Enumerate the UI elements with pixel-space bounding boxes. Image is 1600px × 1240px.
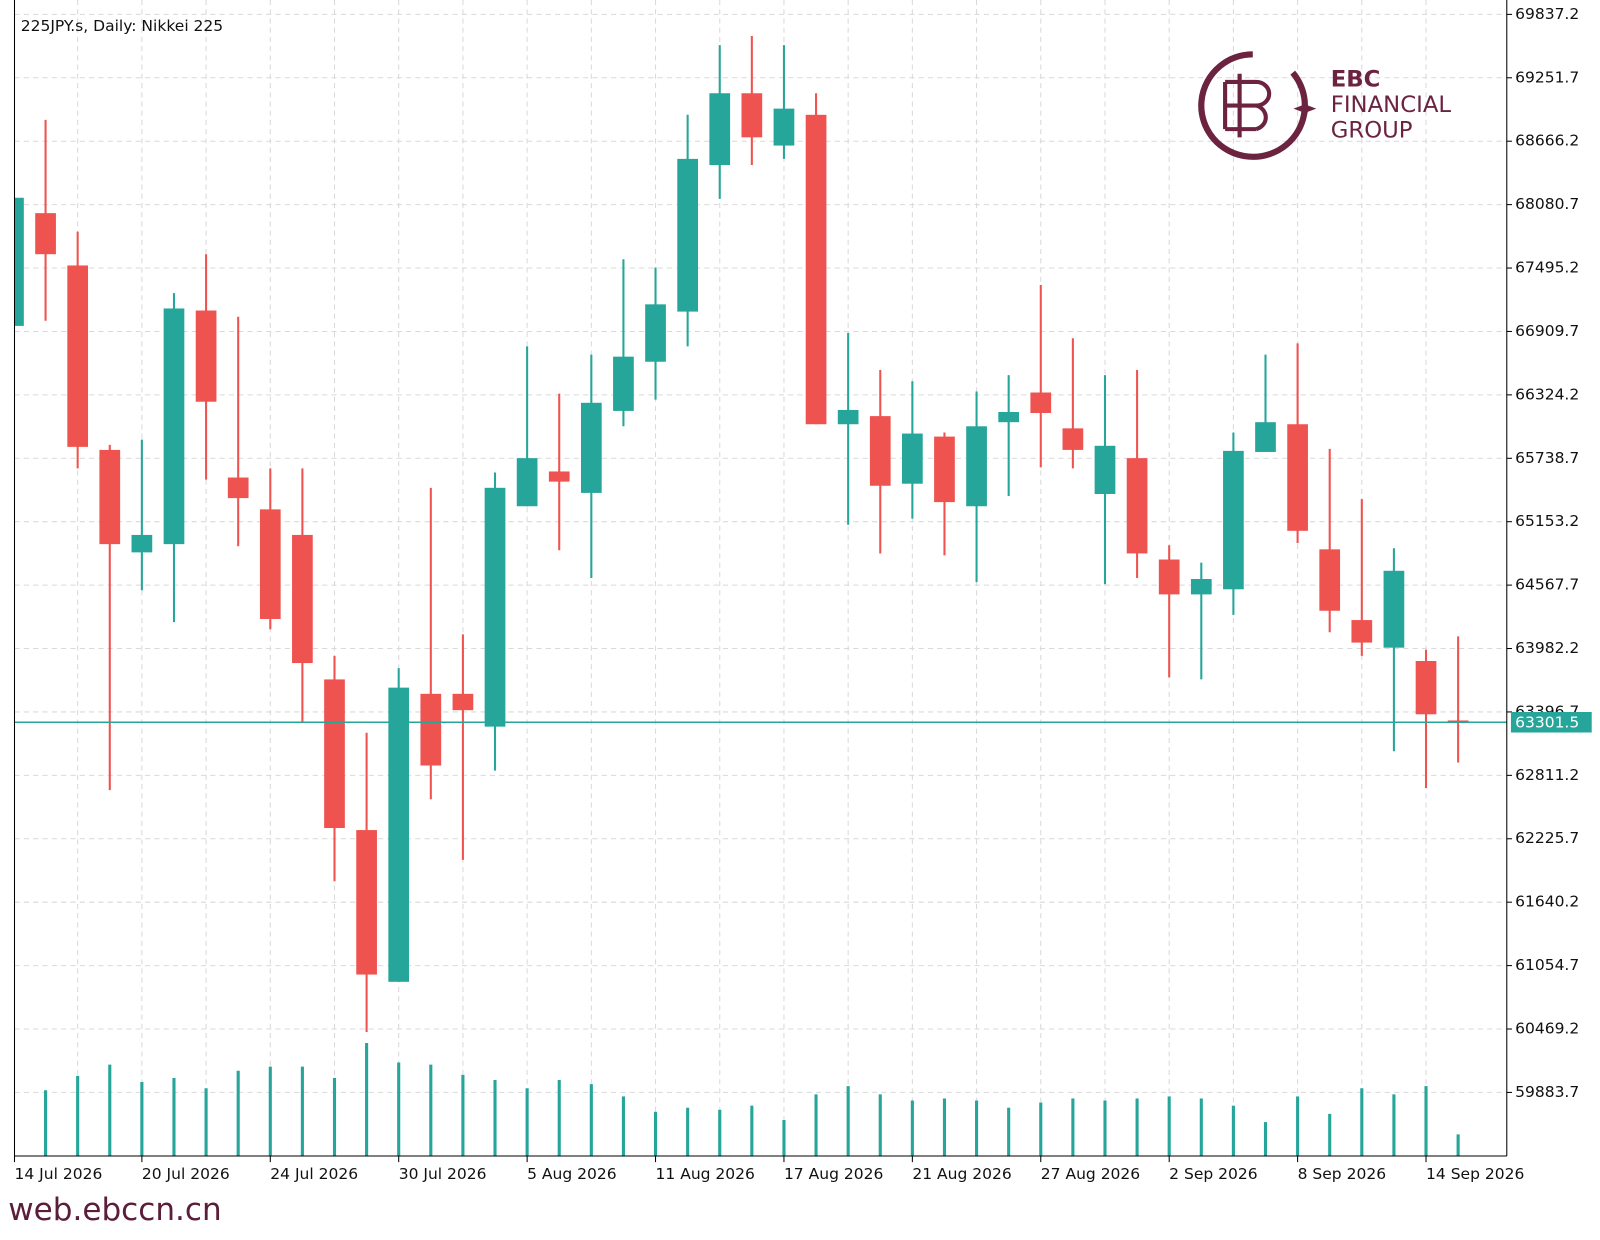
candle-body	[1351, 620, 1373, 643]
last-price-label: 63301.5	[1515, 714, 1579, 732]
candle-body	[1126, 458, 1148, 554]
y-tick-label: 63982.2	[1515, 639, 1579, 657]
candle-body	[1223, 450, 1244, 590]
x-tick-label: 21 Aug 2026	[912, 1165, 1011, 1183]
candle-body	[1158, 559, 1180, 595]
y-tick-label: 66909.7	[1515, 322, 1579, 340]
y-tick-label: 68080.7	[1515, 195, 1579, 213]
candle-body	[580, 402, 602, 493]
logo-star	[1293, 97, 1317, 120]
candle-body	[35, 213, 56, 255]
candle-body	[1383, 570, 1405, 648]
candle-body	[1255, 422, 1276, 452]
y-tick-label: 62225.7	[1515, 829, 1579, 847]
x-tick-label: 24 Jul 2026	[270, 1165, 358, 1183]
candle-body	[869, 416, 891, 486]
candle-body	[1415, 661, 1437, 715]
candle-body	[516, 458, 538, 507]
y-tick-label: 61640.2	[1515, 893, 1579, 911]
x-tick-label: 17 Aug 2026	[784, 1165, 883, 1183]
candle-body	[966, 426, 987, 507]
x-tick-label: 11 Aug 2026	[656, 1165, 755, 1183]
candle-body	[837, 409, 859, 425]
candle-body	[99, 449, 121, 545]
x-tick-label: 2 Sep 2026	[1169, 1165, 1257, 1183]
logo-text: FINANCIAL	[1331, 92, 1452, 118]
candle-body	[741, 93, 763, 138]
x-tick-label: 20 Jul 2026	[142, 1165, 230, 1183]
logo-glyph	[1223, 73, 1272, 138]
candle-body	[934, 436, 955, 503]
candle-body	[613, 356, 634, 411]
y-tick-label: 62811.2	[1515, 766, 1579, 784]
mark-layer	[14, 35, 1507, 1156]
candle-body	[227, 477, 249, 499]
candle-body	[548, 471, 570, 482]
candle-body	[292, 534, 313, 664]
candle-body	[677, 158, 698, 312]
candle-body	[163, 308, 185, 545]
candle-body	[1062, 428, 1084, 450]
candle-body	[773, 108, 795, 146]
x-tick-label: 8 Sep 2026	[1298, 1165, 1386, 1183]
x-tick-label: 14 Jul 2026	[14, 1165, 102, 1183]
watermark: web.ebccn.cn	[8, 1192, 221, 1228]
grid-layer	[14, 0, 1507, 1156]
x-tick-label: 27 Aug 2026	[1041, 1165, 1140, 1183]
candle-body	[259, 509, 281, 619]
chart-title: 225JPY.s, Daily: Nikkei 225	[21, 17, 223, 35]
candle-body	[484, 487, 506, 727]
axis-layer: 69837.2 69251.7 68666.2 68080.7 67495.2 66909…	[13, 5, 1592, 1183]
candle-body	[805, 114, 827, 425]
candle-body	[67, 265, 89, 447]
candle-body	[902, 433, 923, 484]
x-tick-label: 30 Jul 2026	[399, 1165, 487, 1183]
candle-body	[709, 93, 731, 166]
logo-text: GROUP	[1331, 118, 1413, 144]
candle-body	[645, 304, 666, 362]
candle-body	[388, 687, 410, 982]
y-tick-label: 65738.7	[1515, 449, 1579, 467]
y-tick-label: 65153.2	[1515, 512, 1579, 530]
candle-body	[1190, 579, 1212, 595]
candle-body	[1030, 392, 1052, 413]
candle-body	[14, 197, 24, 326]
y-tick-label: 61054.7	[1515, 956, 1579, 974]
x-tick-label: 5 Aug 2026	[527, 1165, 617, 1183]
candle-body	[195, 310, 217, 402]
candle-body	[324, 679, 345, 829]
logo: EBC FINANCIAL GROUP	[1198, 51, 1452, 160]
last-price-box	[1510, 712, 1592, 733]
candle-body	[452, 693, 474, 711]
y-tick-label: 60469.2	[1515, 1020, 1579, 1038]
y-tick-label: 69837.2	[1515, 5, 1579, 23]
y-tick-label: 59883.7	[1515, 1083, 1579, 1101]
x-tick-label: 14 Sep 2026	[1426, 1165, 1524, 1183]
candle-body	[1319, 549, 1341, 611]
logo-text: EBC	[1331, 67, 1381, 93]
candle-body	[131, 534, 153, 553]
candle-body	[998, 412, 1020, 423]
candle-body	[356, 830, 377, 975]
y-tick-label: 66324.2	[1515, 385, 1579, 403]
candle-body	[1094, 445, 1116, 494]
y-tick-label: 69251.7	[1515, 68, 1579, 86]
y-tick-label: 68666.2	[1515, 132, 1579, 150]
candle-body	[1287, 424, 1308, 531]
y-tick-label: 64567.7	[1515, 576, 1579, 594]
candle-body	[420, 693, 442, 766]
y-tick-label: 67495.2	[1515, 259, 1579, 277]
